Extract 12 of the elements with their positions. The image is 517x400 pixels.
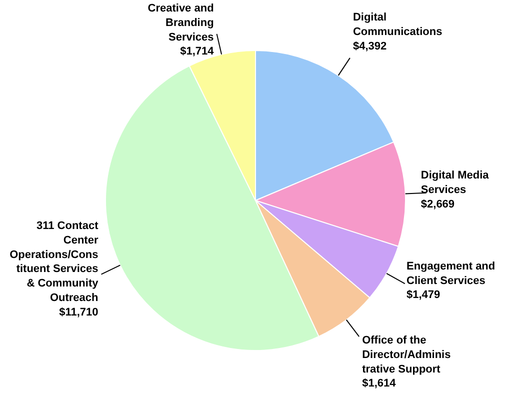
data-label: $2,669 xyxy=(420,198,455,210)
data-label: $1,614 xyxy=(362,378,397,390)
slice-label: Digital Media Services xyxy=(420,170,490,196)
slice-label: Engagement and Client Services xyxy=(406,260,496,287)
slice-label: Office of the Director/Adminis trative Support xyxy=(362,334,451,376)
slice-label: Creative and Branding Services xyxy=(148,2,214,44)
data-label: $1,479 xyxy=(406,289,440,302)
slice-label: Digital Communications xyxy=(352,11,442,38)
data-label: $1,714 xyxy=(180,46,215,58)
slice-label: 311 Contact Center Operations/Cons tituent Services & Community Outreach xyxy=(10,220,100,304)
data-label: $4,392 xyxy=(352,40,387,52)
data-label: $11,710 xyxy=(59,306,98,318)
